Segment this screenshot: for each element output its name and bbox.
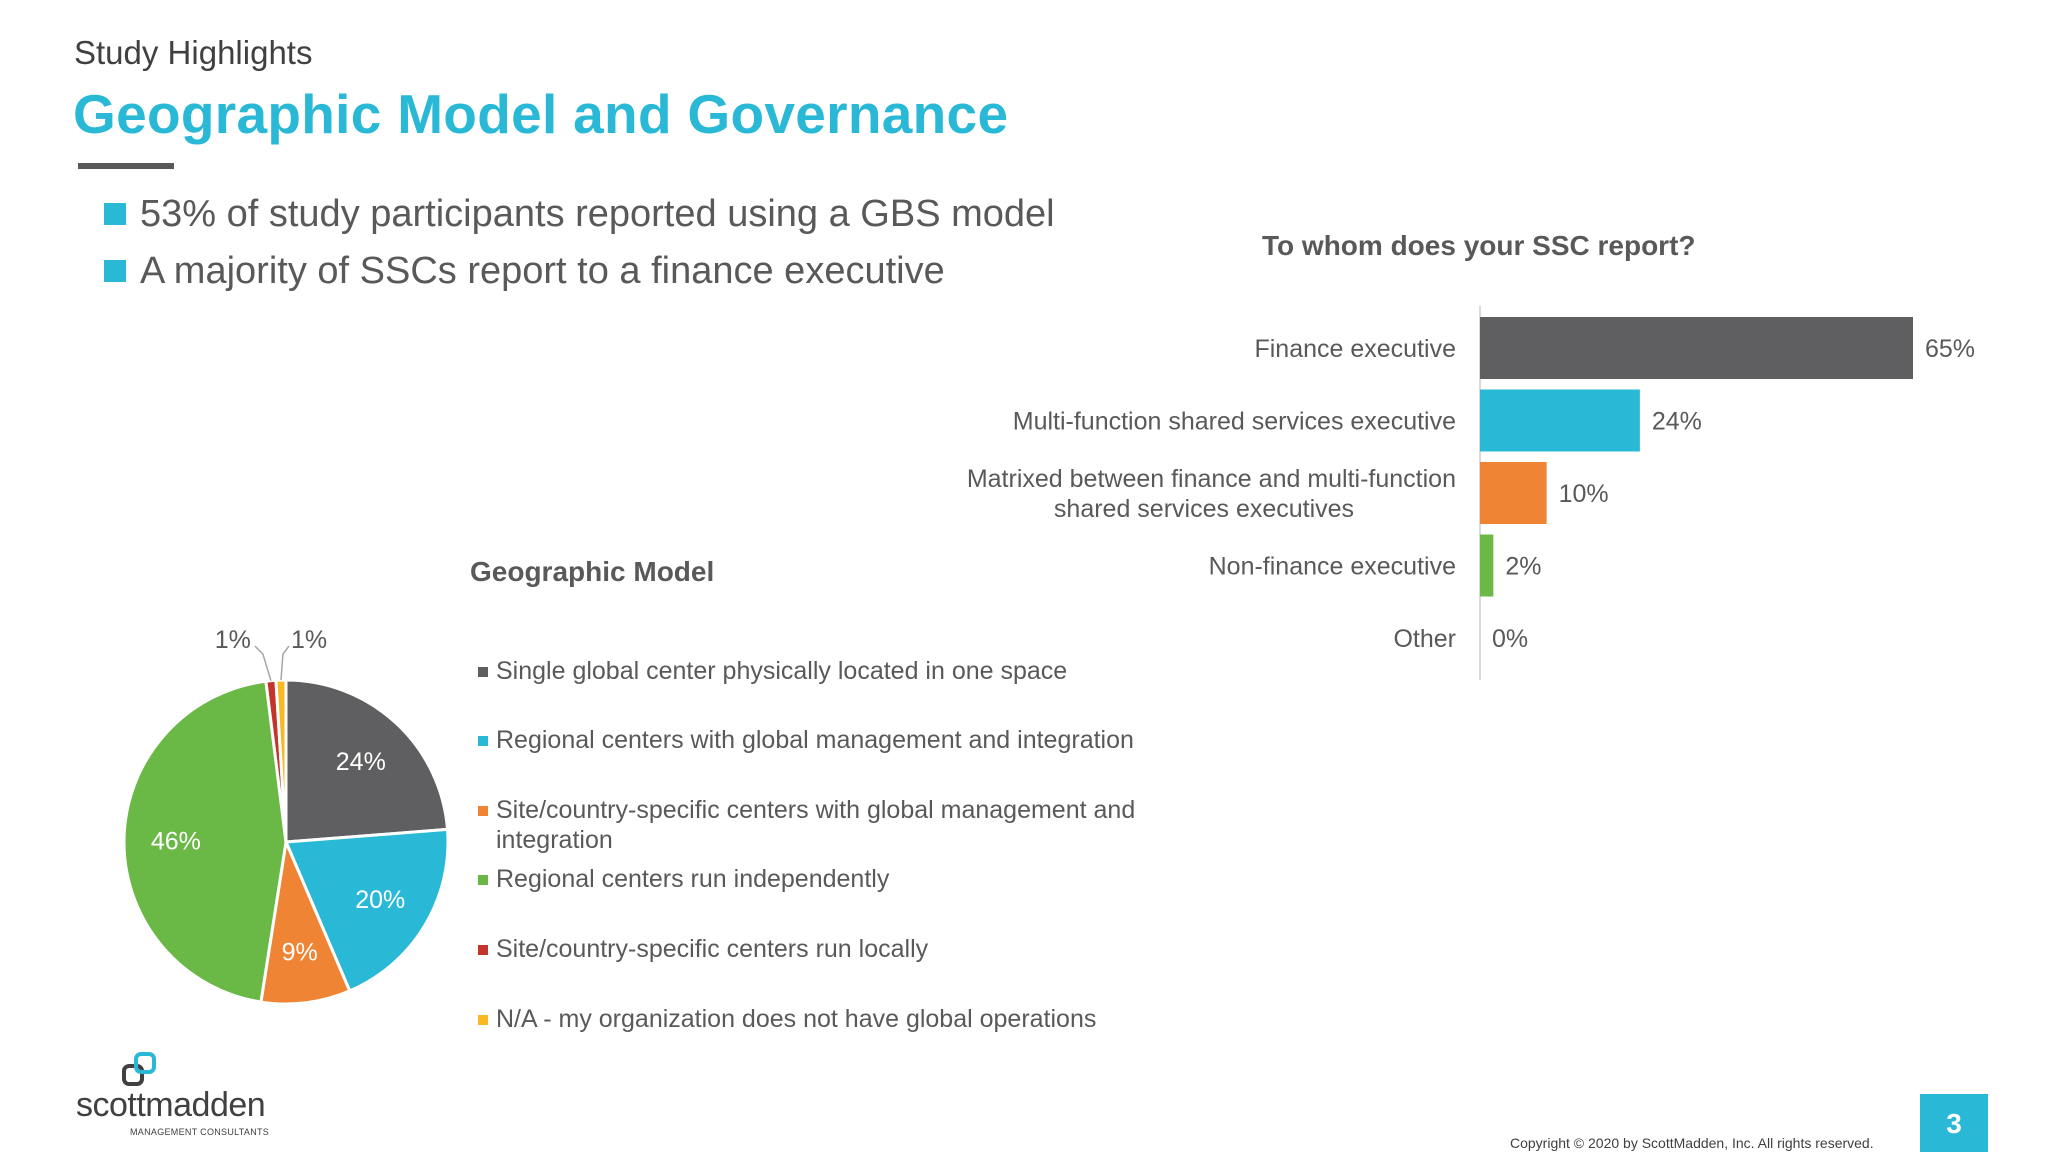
pie-legend-item: Site/country-specific centers with globa… bbox=[478, 795, 1176, 855]
bar-category-label-line2: shared services executives bbox=[1054, 495, 1354, 523]
bullet-text: A majority of SSCs report to a finance e… bbox=[140, 250, 945, 292]
pie-slice bbox=[122, 679, 288, 1004]
pie-data-label: 9% bbox=[282, 938, 318, 966]
bar-category-label: Non-finance executive bbox=[1209, 553, 1456, 581]
pie-chart-title: Geographic Model bbox=[470, 556, 715, 587]
pie-leader-line bbox=[280, 645, 290, 681]
pie-leader-line bbox=[254, 645, 272, 681]
bar-data-label: 0% bbox=[1492, 625, 1528, 653]
bullet-item: 53% of study participants reported using… bbox=[104, 188, 1055, 245]
bar bbox=[1480, 534, 1494, 597]
bullet-item: A majority of SSCs report to a finance e… bbox=[104, 245, 1055, 302]
legend-label: Single global center physically located … bbox=[496, 657, 1068, 685]
pie-slice bbox=[274, 678, 288, 843]
section-kicker: Study Highlights bbox=[74, 34, 313, 71]
legend-swatch bbox=[478, 667, 488, 677]
pie-data-label: 46% bbox=[151, 827, 201, 855]
pie-slice bbox=[283, 827, 450, 993]
pie-slice bbox=[284, 678, 450, 844]
legend-swatch bbox=[478, 945, 488, 955]
page-number: 3 bbox=[1920, 1094, 1988, 1152]
bullet-square-icon bbox=[104, 260, 126, 282]
pie-data-label: 24% bbox=[336, 748, 386, 776]
pie-slice bbox=[264, 678, 288, 843]
bar-category-label: Other bbox=[1393, 625, 1456, 653]
pie-data-label: 20% bbox=[355, 886, 405, 914]
legend-label: Regional centers run independently bbox=[496, 865, 890, 893]
pie-legend-item: N/A - my organization does not have glob… bbox=[478, 1004, 1176, 1034]
legend-swatch bbox=[478, 1015, 488, 1025]
legend-label: Site/country-specific centers with globa… bbox=[496, 796, 1136, 854]
pie-legend-item: Site/country-specific centers run locall… bbox=[478, 934, 1176, 964]
legend-swatch bbox=[478, 736, 488, 746]
title-underline bbox=[78, 163, 174, 169]
bar-category-label: Finance executive bbox=[1254, 335, 1456, 363]
pie-legend-item: Single global center physically located … bbox=[478, 656, 1176, 686]
bullet-text: 53% of study participants reported using… bbox=[140, 193, 1055, 235]
bar bbox=[1480, 317, 1913, 379]
highlight-bullets: 53% of study participants reported using… bbox=[104, 188, 1055, 302]
bar bbox=[1480, 462, 1547, 524]
logo-wordmark: scottmadden bbox=[76, 1086, 266, 1124]
bar-data-label: 65% bbox=[1925, 335, 1975, 363]
legend-swatch bbox=[478, 806, 488, 816]
bar-data-label: 2% bbox=[1505, 553, 1541, 581]
legend-label: N/A - my organization does not have glob… bbox=[496, 1005, 1097, 1033]
pie-legend-item: Regional centers with global management … bbox=[478, 725, 1176, 755]
legend-swatch bbox=[478, 875, 488, 885]
bar bbox=[1480, 389, 1640, 452]
logo-tagline: MANAGEMENT CONSULTANTS bbox=[130, 1127, 270, 1137]
bar-data-label: 24% bbox=[1652, 408, 1702, 436]
legend-label: Site/country-specific centers run locall… bbox=[496, 935, 929, 963]
legend-label: Regional centers with global management … bbox=[496, 726, 1134, 754]
copyright-notice: Copyright © 2020 by ScottMadden, Inc. Al… bbox=[1510, 1135, 1874, 1151]
bar-chart-title: To whom does your SSC report? bbox=[1262, 230, 1696, 261]
bar-data-label: 10% bbox=[1559, 480, 1609, 508]
bar-category-label: Multi-function shared services executive bbox=[1013, 408, 1456, 436]
pie-data-label: 1% bbox=[215, 626, 251, 654]
logo-mark-icon bbox=[122, 1052, 156, 1086]
pie-slice bbox=[259, 836, 352, 1006]
bullet-square-icon bbox=[104, 203, 126, 225]
pie-legend-item: Regional centers run independently bbox=[478, 864, 1176, 894]
page-title: Geographic Model and Governance bbox=[73, 83, 1009, 145]
pie-data-label: 1% bbox=[291, 626, 327, 654]
bar-category-label: Matrixed between finance and multi-funct… bbox=[967, 465, 1456, 493]
company-logo: scottmadden MANAGEMENT CONSULTANTS bbox=[76, 1052, 276, 1142]
